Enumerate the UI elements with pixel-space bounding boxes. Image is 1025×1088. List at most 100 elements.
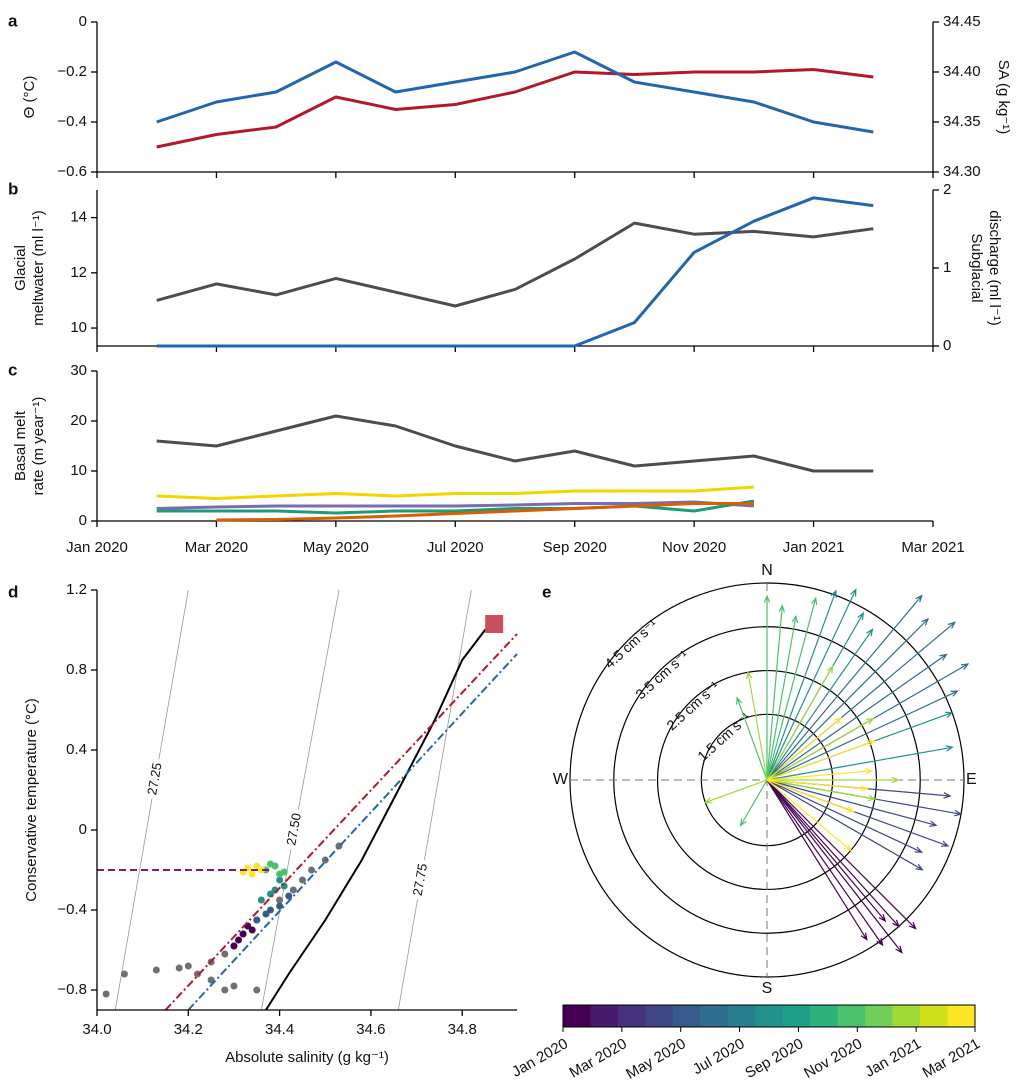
current-vector xyxy=(766,768,874,781)
isopycnal-label: 27.75 xyxy=(410,862,430,897)
panel-label: a xyxy=(8,11,18,30)
y-tick-label: −0.6 xyxy=(57,163,87,180)
isopycnal xyxy=(397,589,472,1011)
current-vector xyxy=(766,779,924,871)
current-vector xyxy=(766,717,875,781)
series-line xyxy=(156,499,755,515)
panel-label: c xyxy=(8,360,17,379)
point xyxy=(184,962,192,970)
current-vector xyxy=(766,779,884,947)
current-vector xyxy=(766,779,869,792)
curve xyxy=(164,633,518,1011)
y-tick-label: 0.8 xyxy=(66,661,87,678)
current-vector xyxy=(766,740,876,781)
point xyxy=(102,990,110,998)
colorbar-cell xyxy=(865,1005,894,1027)
point xyxy=(253,986,261,994)
y-axis-label: rate (m year⁻¹) xyxy=(30,397,47,496)
current-vector xyxy=(745,670,768,781)
y-tick-label: 14 xyxy=(70,209,87,226)
current-vector xyxy=(766,617,930,781)
y-tick-label: 0 xyxy=(79,13,87,30)
colorbar-tick-label: Mar 2020 xyxy=(566,1035,629,1081)
point xyxy=(253,916,261,924)
x-tick-label: Mar 2020 xyxy=(185,539,248,556)
ring-label: 2.5 cm s⁻¹ xyxy=(663,678,722,734)
isopycnal-label: 27.25 xyxy=(144,762,164,797)
point xyxy=(239,930,247,938)
current-vector xyxy=(766,717,842,781)
compass-label: S xyxy=(762,980,773,997)
x-tick-label: Jan 2021 xyxy=(783,539,845,556)
point xyxy=(221,950,229,958)
current-vector xyxy=(766,588,857,781)
current-vector xyxy=(766,779,852,852)
isopycnal-label: 27.50 xyxy=(283,812,304,847)
y-tick-label: −0.8 xyxy=(57,981,87,998)
x-tick-label: 34.6 xyxy=(356,1021,385,1038)
y2-tick-label: 34.40 xyxy=(943,63,981,80)
y2-tick-label: 2 xyxy=(943,181,951,198)
current-vector xyxy=(766,779,900,928)
y2-axis-label: Subglacial xyxy=(968,233,985,302)
current-vector xyxy=(766,745,954,781)
colorbar-tick-label: Nov 2020 xyxy=(801,1035,865,1082)
series-line xyxy=(156,500,755,510)
point xyxy=(248,870,256,878)
point xyxy=(276,876,284,884)
y2-tick-label: 34.45 xyxy=(943,13,981,30)
y2-axis-label: SA (g kg⁻¹) xyxy=(995,60,1012,135)
series-line xyxy=(156,221,874,308)
point xyxy=(298,876,306,884)
colorbar-cell xyxy=(920,1005,949,1027)
x-tick-label: 34.2 xyxy=(174,1021,203,1038)
colorbar-tick-label: Mar 2021 xyxy=(920,1035,983,1081)
series-line xyxy=(156,50,874,134)
y2-tick-label: 34.30 xyxy=(943,163,981,180)
y-tick-label: 0.4 xyxy=(66,741,87,758)
y-tick-label: 10 xyxy=(70,462,87,479)
compass-label: N xyxy=(761,562,773,579)
current-vector xyxy=(766,589,837,781)
ring-label: 4.5 cm s⁻¹ xyxy=(601,616,660,672)
isopycnal-label-bg xyxy=(144,757,167,801)
current-vector xyxy=(766,779,855,813)
point xyxy=(285,892,293,900)
series-line xyxy=(156,196,874,348)
point xyxy=(276,896,284,904)
x-tick-label: 34.0 xyxy=(82,1021,111,1038)
panel-label: d xyxy=(8,582,18,601)
colorbar-tick-label: May 2020 xyxy=(623,1035,689,1083)
current-vector xyxy=(766,779,868,941)
point xyxy=(248,926,256,934)
colorbar-tick-label: Jan 2021 xyxy=(862,1035,924,1081)
y-tick-label: 12 xyxy=(70,264,87,281)
x-tick-label: Sep 2020 xyxy=(543,539,607,556)
point xyxy=(276,870,284,878)
colorbar-cell xyxy=(837,1005,866,1027)
colorbar-tick-label: Jul 2020 xyxy=(690,1035,748,1078)
x-tick-label: Jul 2020 xyxy=(427,539,484,556)
current-vector xyxy=(766,664,834,781)
colorbar-cell xyxy=(947,1005,976,1027)
current-vector xyxy=(766,779,903,954)
y-tick-label: 10 xyxy=(70,319,87,336)
point xyxy=(280,882,288,890)
colorbar-tick-label: Jan 2020 xyxy=(509,1035,571,1081)
series-line xyxy=(156,414,874,473)
y-tick-label: 20 xyxy=(70,412,87,429)
current-vector xyxy=(739,779,768,827)
point xyxy=(257,866,265,874)
colorbar-frame xyxy=(562,1004,976,1028)
isopycnal xyxy=(260,589,340,1011)
point xyxy=(257,896,265,904)
point xyxy=(266,906,274,914)
y-axis-label: Conservative temperature (°C) xyxy=(23,698,40,902)
point xyxy=(289,886,297,894)
x-tick-label: Jan 2020 xyxy=(66,539,128,556)
current-vector xyxy=(736,696,768,781)
curve xyxy=(265,623,495,1011)
y-tick-label: 0 xyxy=(79,512,87,529)
point xyxy=(321,856,329,864)
